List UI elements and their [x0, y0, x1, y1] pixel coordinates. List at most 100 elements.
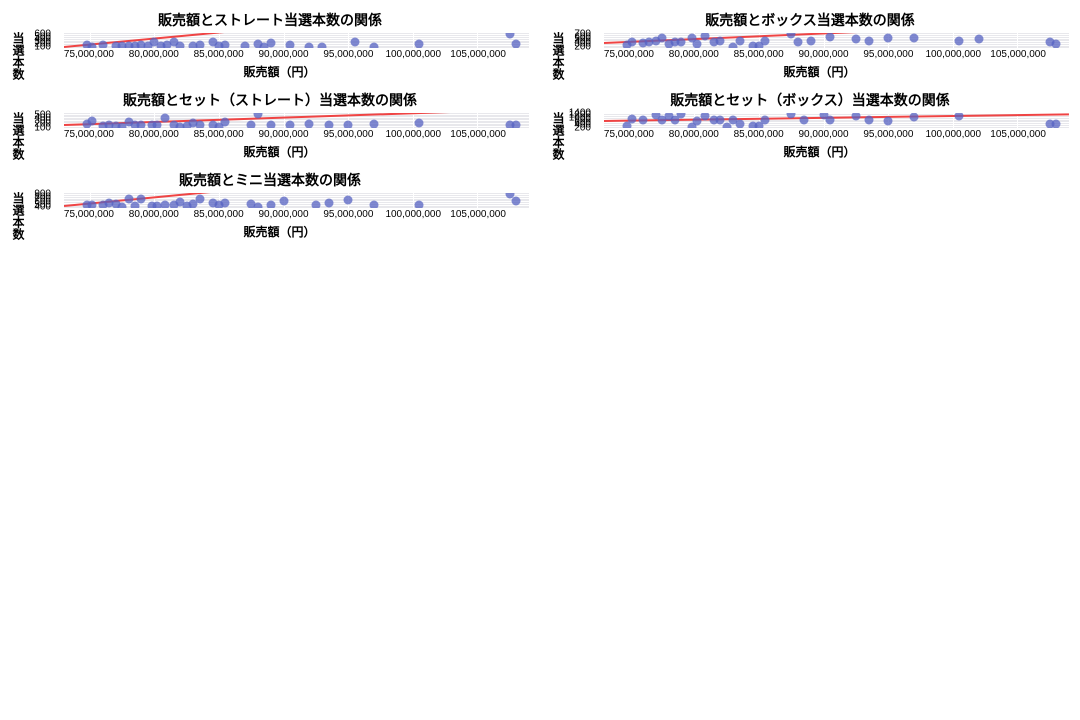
- data-point: [88, 200, 97, 209]
- data-point: [176, 42, 185, 49]
- data-point: [628, 37, 637, 46]
- y-axis-label: 当選本数: [550, 112, 567, 160]
- data-point: [415, 118, 424, 127]
- x-tick-label: 75,000,000: [64, 129, 114, 140]
- x-tick-label: 85,000,000: [194, 49, 244, 60]
- gridline-v: [953, 33, 954, 48]
- x-tick-label: 75,000,000: [64, 209, 114, 220]
- y-tick-label: 600: [34, 29, 51, 40]
- data-point: [512, 197, 521, 206]
- gridline-v: [413, 193, 414, 208]
- y-tick-label: 1400: [569, 107, 591, 118]
- data-point: [761, 115, 770, 124]
- data-point: [826, 33, 835, 42]
- gridline-h: [604, 126, 1069, 127]
- x-tick-label: 105,000,000: [450, 209, 506, 220]
- data-point: [240, 41, 249, 49]
- data-point: [864, 115, 873, 124]
- x-ticks: 75,000,00080,000,00085,000,00090,000,000…: [63, 129, 530, 143]
- data-point: [324, 198, 333, 207]
- chart-straight: 販売額とストレート当選本数の関係当選本数10020030040050060075…: [10, 10, 530, 80]
- data-point: [955, 36, 964, 45]
- chart-set_box: 販売額とセット（ボックス）当選本数の関係当選本数2004006008001000…: [550, 90, 1070, 160]
- x-ticks: 75,000,00080,000,00085,000,00090,000,000…: [63, 49, 530, 63]
- data-point: [305, 42, 314, 49]
- data-point: [266, 39, 275, 48]
- x-tick-label: 105,000,000: [450, 129, 506, 140]
- chart-mini: 販売額とミニ当選本数の関係当選本数40050060070080090075,00…: [10, 170, 530, 240]
- data-point: [826, 115, 835, 124]
- x-tick-label: 95,000,000: [323, 209, 373, 220]
- chart-set_straight: 販売額とセット（ストレート）当選本数の関係当選本数100200300400500…: [10, 90, 530, 160]
- data-point: [761, 36, 770, 45]
- x-tick-label: 85,000,000: [734, 129, 784, 140]
- x-tick-label: 95,000,000: [863, 49, 913, 60]
- gridline-h: [64, 196, 529, 197]
- x-tick-label: 85,000,000: [734, 49, 784, 60]
- x-axis-label: 販売額（円）: [569, 143, 1070, 160]
- data-point: [221, 198, 230, 207]
- gridline-v: [824, 33, 825, 48]
- x-tick-label: 85,000,000: [194, 209, 244, 220]
- y-axis-label: 当選本数: [10, 192, 27, 240]
- empty-cell: [550, 170, 1070, 240]
- x-tick-label: 95,000,000: [863, 129, 913, 140]
- gridline-h: [64, 194, 529, 195]
- x-axis-label: 販売額（円）: [29, 63, 530, 80]
- gridline-v: [477, 193, 478, 208]
- data-point: [279, 197, 288, 206]
- x-tick-label: 80,000,000: [669, 49, 719, 60]
- data-point: [512, 40, 521, 49]
- plot-area: [63, 112, 530, 129]
- chart-title: 販売額とミニ当選本数の関係: [10, 170, 530, 190]
- data-point: [677, 37, 686, 46]
- x-tick-label: 80,000,000: [129, 129, 179, 140]
- data-point: [369, 201, 378, 209]
- chart-title: 販売額とセット（ボックス）当選本数の関係: [550, 90, 1070, 110]
- x-tick-label: 75,000,000: [64, 49, 114, 60]
- data-point: [195, 41, 204, 49]
- x-axis-label: 販売額（円）: [29, 223, 530, 240]
- x-tick-label: 105,000,000: [990, 49, 1046, 60]
- x-tick-label: 95,000,000: [323, 49, 373, 60]
- x-tick-label: 100,000,000: [925, 129, 981, 140]
- plot-area: [603, 112, 1070, 129]
- data-point: [286, 40, 295, 49]
- chart-title: 販売額とストレート当選本数の関係: [10, 10, 530, 30]
- gridline-v: [413, 33, 414, 48]
- data-point: [851, 112, 860, 121]
- data-point: [286, 121, 295, 129]
- x-tick-label: 100,000,000: [385, 49, 441, 60]
- plot-area: [603, 32, 1070, 49]
- data-point: [884, 33, 893, 42]
- data-point: [864, 36, 873, 45]
- data-point: [160, 201, 169, 209]
- data-point: [195, 120, 204, 129]
- x-tick-label: 80,000,000: [669, 129, 719, 140]
- chart-title: 販売額とボックス当選本数の関係: [550, 10, 1070, 30]
- x-tick-label: 95,000,000: [323, 129, 373, 140]
- data-point: [153, 121, 162, 129]
- x-axis-label: 販売額（円）: [569, 63, 1070, 80]
- data-point: [369, 42, 378, 49]
- y-tick-label: 500: [34, 109, 51, 120]
- gridline-v: [477, 33, 478, 48]
- data-point: [1052, 40, 1061, 49]
- x-ticks: 75,000,00080,000,00085,000,00090,000,000…: [603, 49, 1070, 63]
- data-point: [955, 112, 964, 121]
- data-point: [311, 201, 320, 210]
- gridline-v: [1017, 33, 1018, 48]
- data-point: [98, 41, 107, 49]
- data-point: [415, 201, 424, 210]
- data-point: [221, 41, 230, 49]
- gridline-h: [604, 34, 1069, 35]
- x-tick-label: 90,000,000: [798, 49, 848, 60]
- data-point: [350, 37, 359, 46]
- data-point: [716, 37, 725, 46]
- x-tick-label: 100,000,000: [385, 209, 441, 220]
- data-point: [160, 114, 169, 123]
- data-point: [735, 36, 744, 45]
- data-point: [638, 115, 647, 124]
- data-point: [806, 37, 815, 46]
- gridline-v: [477, 113, 478, 128]
